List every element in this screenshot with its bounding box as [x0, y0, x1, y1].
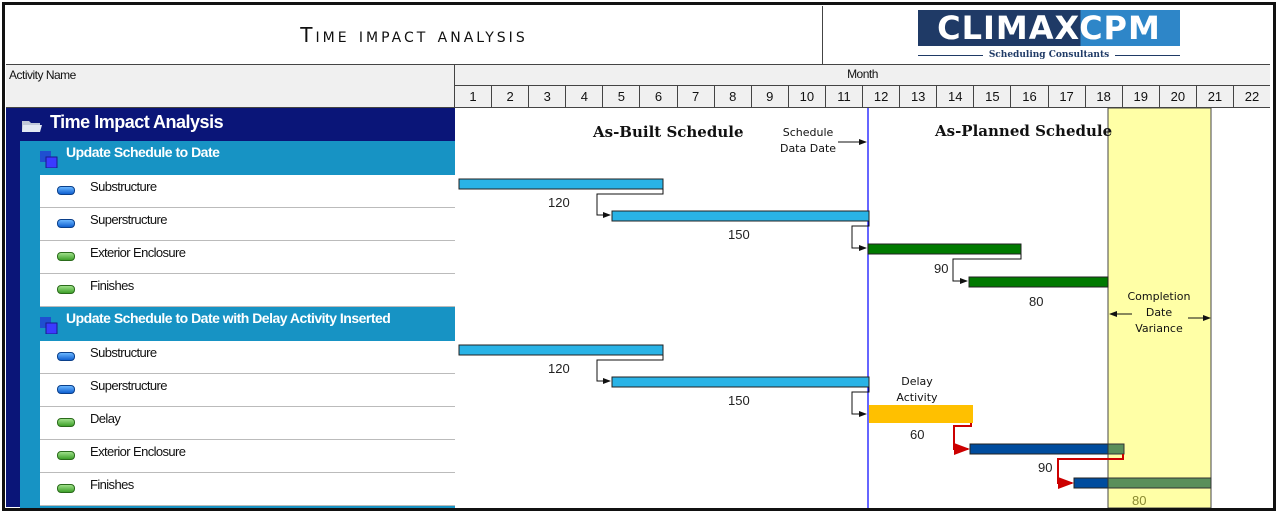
- green-activity-icon: [57, 252, 75, 261]
- activity-label: Superstructure: [90, 212, 167, 227]
- duration-label: 120: [548, 361, 570, 376]
- blue-activity-icon: [57, 352, 75, 361]
- activity-row[interactable]: Exterior Enclosure: [40, 241, 455, 274]
- group-label: Update Schedule to Date: [66, 144, 220, 160]
- group-header-row[interactable]: Update Schedule to Date with Delay Activ…: [20, 307, 455, 341]
- activity-label: Delay: [90, 411, 121, 426]
- bar-g1-finishes: [968, 276, 1109, 288]
- month-tick: 2: [492, 86, 530, 108]
- bar-g1-superstructure: [611, 210, 870, 222]
- duration-label: 150: [728, 227, 750, 242]
- green-activity-icon: [57, 451, 75, 460]
- month-tick: 15: [974, 86, 1012, 108]
- bar-g2-superstructure: [611, 376, 870, 388]
- green-activity-icon: [57, 285, 75, 294]
- data-date-annotation: Schedule Data Date: [779, 126, 837, 155]
- delay-activity-annotation: Delay Activity: [896, 375, 938, 404]
- activity-label: Substructure: [90, 345, 157, 360]
- duration-label: 90: [934, 261, 949, 276]
- duration-label: 150: [728, 393, 750, 408]
- title-cell: Time impact analysis: [6, 6, 823, 64]
- blue-activity-icon: [57, 385, 75, 394]
- activity-row[interactable]: Delay: [40, 407, 455, 440]
- activity-row[interactable]: Substructure: [40, 341, 455, 374]
- month-tick: 6: [640, 86, 678, 108]
- group-label: Update Schedule to Date with Delay Activ…: [66, 310, 391, 326]
- tree-group-update-with-delay: Update Schedule to Date with Delay Activ…: [20, 307, 455, 508]
- month-tick: 22: [1233, 86, 1271, 108]
- month-tick: 18: [1085, 86, 1123, 108]
- month-tick: 1: [455, 86, 493, 108]
- month-ticks: 1 2 3 4 5 6 7 8 9 10 11 12 13 14 15 16 1…: [455, 85, 1271, 108]
- activity-row[interactable]: Superstructure: [40, 374, 455, 407]
- activity-label: Exterior Enclosure: [90, 245, 186, 260]
- activity-label: Finishes: [90, 278, 134, 293]
- activity-tree: Time Impact Analysis Update Schedule to …: [6, 107, 455, 508]
- gantt-graphics: [458, 108, 1212, 508]
- month-tick: 14: [937, 86, 975, 108]
- activity-name-header-label: Activity Name: [9, 68, 76, 82]
- month-tick: 5: [603, 86, 641, 108]
- group-header-row[interactable]: Update Schedule to Date: [20, 141, 455, 175]
- logo-main-text: CLIMAXCPM: [937, 9, 1161, 47]
- duration-label: 80: [1029, 294, 1044, 309]
- activity-label: Exterior Enclosure: [90, 444, 186, 459]
- month-label: Month: [847, 67, 878, 81]
- logo-cell: CLIMAXCPM Scheduling Consultants: [824, 6, 1270, 64]
- variance-band: [1107, 108, 1212, 508]
- bar-g2-exterior-enclosure: [969, 443, 1109, 455]
- month-tick: 12: [863, 86, 901, 108]
- duration-label: 120: [548, 195, 570, 210]
- as-built-annotation: As-Built Schedule: [593, 123, 744, 141]
- green-activity-icon: [57, 418, 75, 427]
- completion-variance-annotation: Completion Date Variance: [1127, 290, 1191, 335]
- tree-group-update-schedule: Update Schedule to Date Substructure Sup…: [20, 141, 455, 308]
- activity-label: Superstructure: [90, 378, 167, 393]
- month-tick: 10: [788, 86, 826, 108]
- activity-row[interactable]: Substructure: [40, 175, 455, 208]
- duration-label: 90: [1038, 460, 1053, 475]
- bar-g1-exterior-enclosure: [867, 243, 1022, 255]
- blue-activity-icon: [57, 219, 75, 228]
- month-tick: 20: [1159, 86, 1197, 108]
- gantt-chart: As-Built Schedule As-Planned Schedule Sc…: [455, 107, 1270, 508]
- bar-g2-finishes: [1073, 477, 1109, 489]
- activity-row[interactable]: Finishes: [40, 473, 455, 506]
- company-logo: CLIMAXCPM Scheduling Consultants: [918, 9, 1181, 62]
- bar-g2-delay: [869, 405, 973, 423]
- activity-row[interactable]: Finishes: [40, 274, 455, 307]
- month-tick: 16: [1011, 86, 1049, 108]
- wbs-group-icon: [40, 317, 58, 334]
- folder-icon: [22, 121, 42, 132]
- activity-name-column-header[interactable]: Activity Name: [6, 64, 455, 107]
- tree-root-row[interactable]: Time Impact Analysis: [6, 108, 455, 140]
- logo-subtitle: Scheduling Consultants: [988, 50, 1110, 60]
- month-tick: 21: [1196, 86, 1234, 108]
- month-tick: 7: [677, 86, 715, 108]
- bar-g1-substructure: [458, 178, 664, 190]
- month-tick: 13: [900, 86, 938, 108]
- activity-row[interactable]: Superstructure: [40, 208, 455, 241]
- month-tick: 8: [714, 86, 752, 108]
- month-tick: 3: [529, 86, 567, 108]
- wbs-group-icon: [40, 151, 58, 168]
- month-tick: 4: [566, 86, 604, 108]
- as-planned-annotation: As-Planned Schedule: [935, 122, 1113, 140]
- page-title: Time impact analysis: [300, 23, 528, 47]
- month-tick: 11: [825, 86, 864, 108]
- activity-label: Finishes: [90, 477, 134, 492]
- duration-label: 80: [1132, 493, 1147, 508]
- month-tick: 9: [751, 86, 789, 108]
- bar-g2-substructure: [458, 344, 664, 356]
- month-tick: 17: [1048, 86, 1086, 108]
- green-activity-icon: [57, 484, 75, 493]
- blue-activity-icon: [57, 186, 75, 195]
- activity-label: Substructure: [90, 179, 157, 194]
- activity-row[interactable]: Exterior Enclosure: [40, 440, 455, 473]
- duration-label: 60: [910, 427, 925, 442]
- month-tick: 19: [1122, 86, 1160, 108]
- tree-root-label: Time Impact Analysis: [50, 112, 224, 132]
- timescale-header: Month 1 2 3 4 5 6 7 8 9 10 11 12 13 14 1…: [455, 64, 1271, 108]
